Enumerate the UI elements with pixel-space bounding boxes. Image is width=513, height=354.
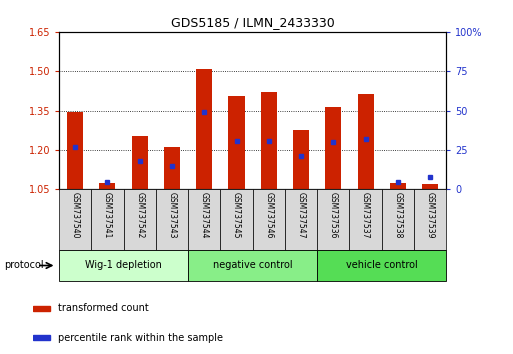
Text: GSM737539: GSM737539 (426, 193, 435, 239)
Bar (33, 306, 50, 311)
Bar (59, 189, 91, 250)
Text: GSM737545: GSM737545 (232, 193, 241, 239)
Bar (422, 184, 438, 189)
Text: Wig-1 depletion: Wig-1 depletion (85, 261, 162, 270)
Text: vehicle control: vehicle control (346, 261, 418, 270)
Bar (317, 250, 446, 281)
Bar (33, 335, 50, 340)
Text: GSM737547: GSM737547 (297, 193, 306, 239)
Text: GSM737538: GSM737538 (393, 193, 402, 239)
Bar (261, 92, 277, 189)
Text: GSM737541: GSM737541 (103, 193, 112, 239)
Text: percentile rank within the sample: percentile rank within the sample (58, 333, 223, 343)
Text: GSM737544: GSM737544 (200, 193, 209, 239)
Text: transformed count: transformed count (58, 303, 149, 313)
Bar (132, 136, 148, 189)
Bar (252, 189, 285, 250)
Bar (285, 189, 317, 250)
Bar (325, 107, 342, 189)
Bar (164, 147, 180, 189)
Bar (358, 93, 373, 189)
Text: GSM737543: GSM737543 (167, 193, 176, 239)
Bar (59, 250, 188, 281)
Text: negative control: negative control (213, 261, 292, 270)
Text: GSM737546: GSM737546 (264, 193, 273, 239)
Bar (100, 183, 115, 189)
Bar (390, 183, 406, 189)
Text: GSM737542: GSM737542 (135, 193, 144, 239)
Bar (124, 189, 156, 250)
Text: GSM737540: GSM737540 (71, 193, 80, 239)
Bar (382, 189, 414, 250)
Bar (196, 69, 212, 189)
Bar (156, 189, 188, 250)
Bar (293, 130, 309, 189)
Text: GSM737537: GSM737537 (361, 193, 370, 239)
Bar (221, 189, 252, 250)
Bar (414, 189, 446, 250)
Bar (188, 250, 317, 281)
Bar (91, 189, 124, 250)
Bar (67, 112, 83, 189)
Bar (317, 189, 349, 250)
Bar (349, 189, 382, 250)
Bar (188, 189, 221, 250)
Title: GDS5185 / ILMN_2433330: GDS5185 / ILMN_2433330 (171, 16, 334, 29)
Text: GSM737536: GSM737536 (329, 193, 338, 239)
Bar (228, 96, 245, 189)
Text: protocol: protocol (4, 261, 44, 270)
